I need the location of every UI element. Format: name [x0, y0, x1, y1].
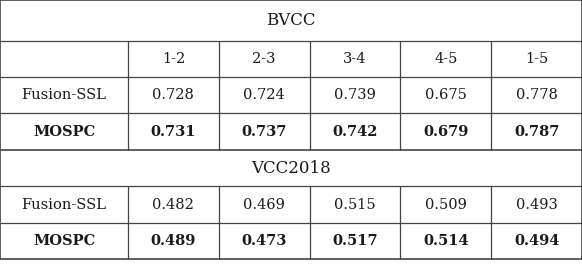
- Text: 0.494: 0.494: [514, 234, 559, 248]
- Text: 0.724: 0.724: [243, 88, 285, 102]
- Text: 4-5: 4-5: [434, 52, 457, 66]
- Text: 0.473: 0.473: [242, 234, 287, 248]
- Text: 0.514: 0.514: [423, 234, 469, 248]
- Text: Fusion-SSL: Fusion-SSL: [22, 88, 107, 102]
- Text: MOSPC: MOSPC: [33, 234, 95, 248]
- Text: 0.731: 0.731: [151, 125, 196, 139]
- Text: 0.728: 0.728: [152, 88, 194, 102]
- Text: 1-5: 1-5: [525, 52, 548, 66]
- Text: 1-2: 1-2: [162, 52, 185, 66]
- Text: 0.675: 0.675: [425, 88, 467, 102]
- Text: 3-4: 3-4: [343, 52, 367, 66]
- Text: MOSPC: MOSPC: [33, 125, 95, 139]
- Text: 0.739: 0.739: [334, 88, 376, 102]
- Text: 0.737: 0.737: [242, 125, 287, 139]
- Text: 0.493: 0.493: [516, 198, 558, 212]
- Text: 0.482: 0.482: [152, 198, 194, 212]
- Text: 0.515: 0.515: [334, 198, 376, 212]
- Text: VCC2018: VCC2018: [251, 159, 331, 177]
- Text: Fusion-SSL: Fusion-SSL: [22, 198, 107, 212]
- Text: 0.778: 0.778: [516, 88, 558, 102]
- Text: 0.517: 0.517: [332, 234, 378, 248]
- Text: 0.469: 0.469: [243, 198, 285, 212]
- Text: 0.742: 0.742: [332, 125, 378, 139]
- Text: 0.679: 0.679: [423, 125, 469, 139]
- Text: 2-3: 2-3: [253, 52, 276, 66]
- Text: 0.787: 0.787: [514, 125, 559, 139]
- Text: 0.489: 0.489: [151, 234, 196, 248]
- Text: BVCC: BVCC: [266, 12, 316, 29]
- Text: 0.509: 0.509: [425, 198, 467, 212]
